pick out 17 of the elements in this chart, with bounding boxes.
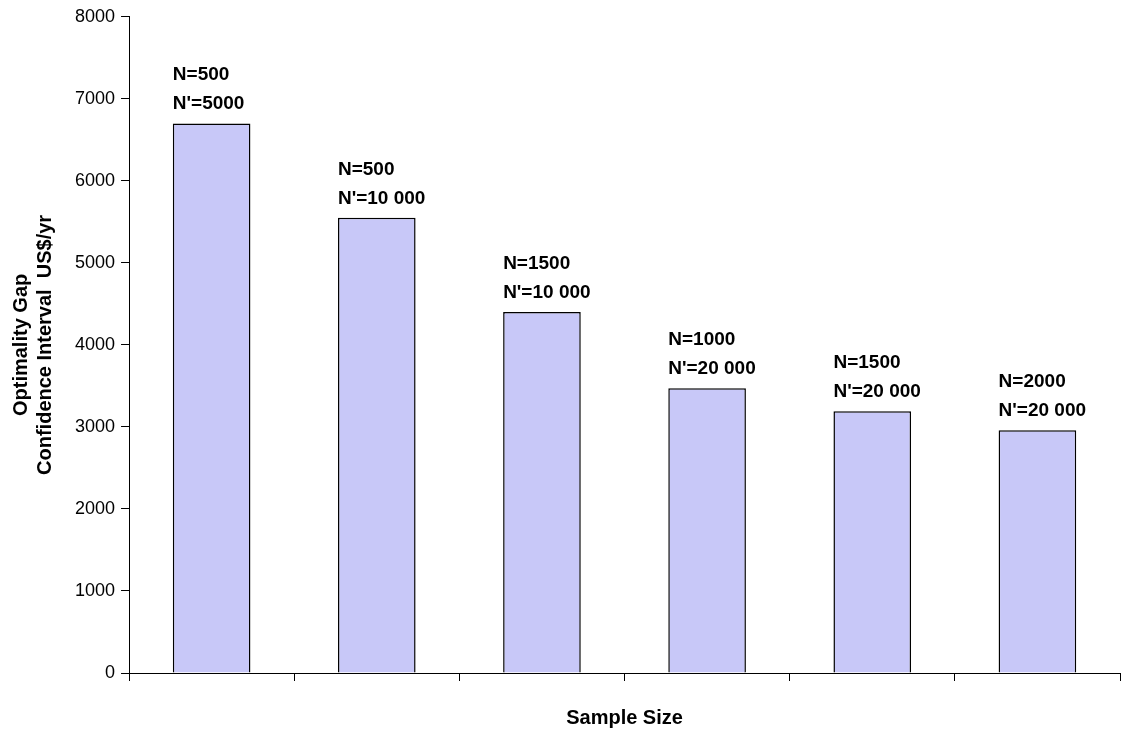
y-axis-title: Optimality Gap Confidence Interval US$/yr	[8, 214, 55, 475]
y-tick-label: 2000	[75, 497, 116, 518]
x-tick-label: N=500 N'=10 000	[337, 157, 426, 208]
y-tick-label: 6000	[75, 169, 116, 190]
y-tick-label: 7000	[75, 87, 116, 108]
y-tick-label: 5000	[75, 251, 116, 272]
y-tick-label: 4000	[75, 333, 116, 354]
x-axis-title: Sample Size	[566, 705, 683, 728]
y-tick-label: 8000	[75, 5, 116, 26]
x-tick-label: N=1500 N'=10 000	[503, 252, 591, 303]
y-tick-label: 1000	[75, 579, 116, 600]
y-tick-label: 0	[105, 661, 116, 682]
x-tick-label: N=500 N'=5000	[172, 63, 245, 114]
x-tick-label: N=2000 N'=20 000	[998, 370, 1087, 421]
x-tick-label: N=1500 N'=20 000	[833, 351, 921, 402]
x-tick-label: N=1000 N'=20 000	[668, 328, 756, 379]
y-tick-label: 3000	[75, 415, 116, 436]
